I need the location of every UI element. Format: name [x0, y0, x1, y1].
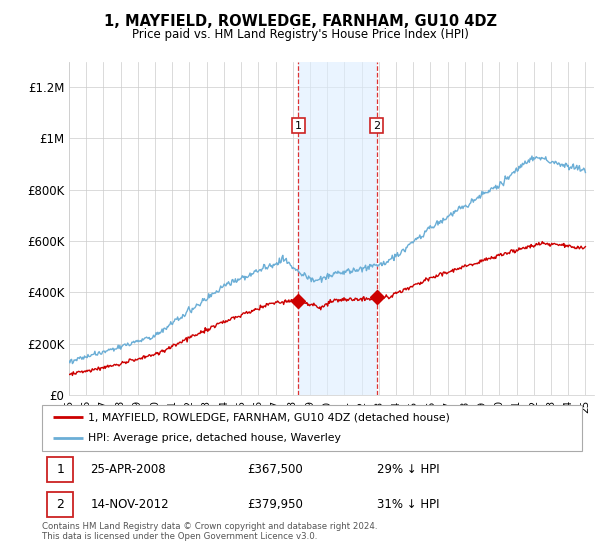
- Text: 14-NOV-2012: 14-NOV-2012: [91, 498, 169, 511]
- Bar: [298, 62, 377, 395]
- Text: Price paid vs. HM Land Registry's House Price Index (HPI): Price paid vs. HM Land Registry's House …: [131, 28, 469, 41]
- Text: HPI: Average price, detached house, Waverley: HPI: Average price, detached house, Wave…: [88, 433, 341, 444]
- Text: Contains HM Land Registry data © Crown copyright and database right 2024.
This d: Contains HM Land Registry data © Crown c…: [42, 522, 377, 542]
- Bar: [47, 456, 73, 482]
- Text: 1: 1: [295, 120, 302, 130]
- Text: 1, MAYFIELD, ROWLEDGE, FARNHAM, GU10 4DZ (detached house): 1, MAYFIELD, ROWLEDGE, FARNHAM, GU10 4DZ…: [88, 412, 450, 422]
- Text: 2: 2: [56, 498, 64, 511]
- Text: £367,500: £367,500: [247, 463, 303, 475]
- Text: 29% ↓ HPI: 29% ↓ HPI: [377, 463, 439, 475]
- Text: 25-APR-2008: 25-APR-2008: [91, 463, 166, 475]
- Bar: [47, 492, 73, 517]
- Text: 1: 1: [56, 463, 64, 475]
- Text: 2: 2: [373, 120, 380, 130]
- Text: 1, MAYFIELD, ROWLEDGE, FARNHAM, GU10 4DZ: 1, MAYFIELD, ROWLEDGE, FARNHAM, GU10 4DZ: [104, 14, 497, 29]
- Text: 31% ↓ HPI: 31% ↓ HPI: [377, 498, 439, 511]
- Text: £379,950: £379,950: [247, 498, 303, 511]
